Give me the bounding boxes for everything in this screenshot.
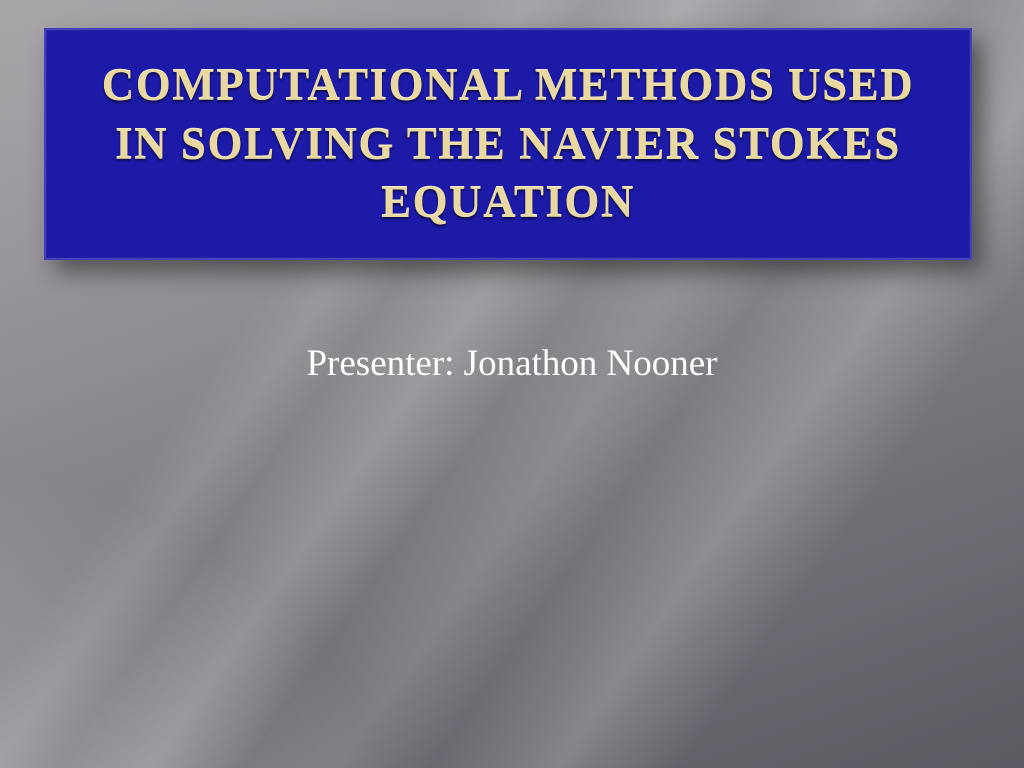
title-box: COMPUTATIONAL METHODS USED IN SOLVING TH… — [44, 28, 972, 260]
slide-title: COMPUTATIONAL METHODS USED IN SOLVING TH… — [74, 56, 942, 232]
presenter-line: Presenter: Jonathon Nooner — [0, 342, 1024, 385]
